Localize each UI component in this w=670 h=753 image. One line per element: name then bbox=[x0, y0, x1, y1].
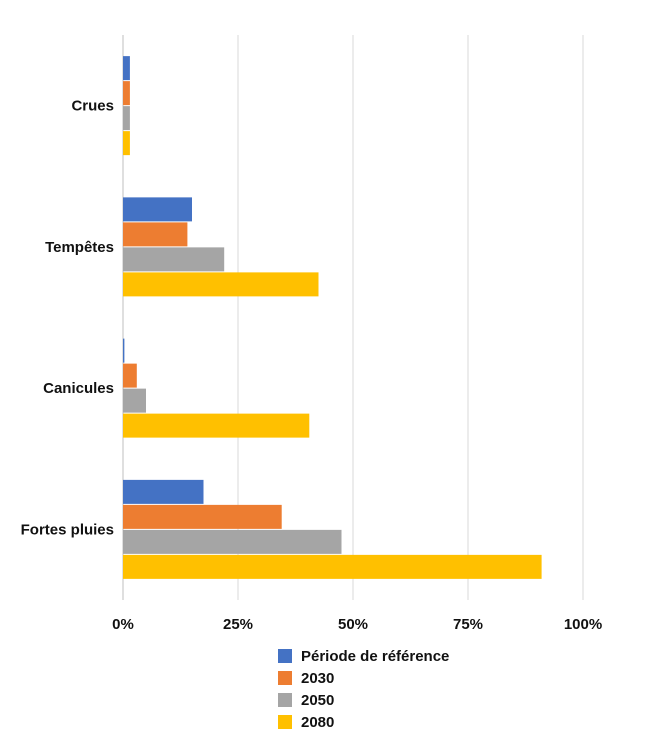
legend-swatch bbox=[278, 715, 292, 729]
bar bbox=[123, 131, 130, 156]
legend-item: 2030 bbox=[278, 667, 449, 689]
x-tick-label: 0% bbox=[112, 616, 134, 633]
bar bbox=[123, 197, 192, 222]
legend-label: 2080 bbox=[301, 713, 335, 731]
legend-swatch bbox=[278, 693, 292, 707]
legend-item: 2050 bbox=[278, 689, 449, 711]
legend-label: Période de référence bbox=[301, 647, 450, 665]
category-label: Tempêtes bbox=[45, 239, 114, 256]
legend-swatch bbox=[278, 649, 292, 663]
legend-label: 2050 bbox=[301, 691, 335, 709]
legend-swatch bbox=[278, 671, 292, 685]
category-label: Crues bbox=[71, 98, 114, 115]
bar bbox=[123, 388, 146, 413]
x-tick-label: 25% bbox=[223, 616, 253, 633]
bar bbox=[123, 272, 319, 297]
bar bbox=[123, 338, 125, 363]
x-tick-label: 100% bbox=[564, 616, 602, 633]
bar bbox=[123, 81, 130, 106]
bar bbox=[123, 56, 130, 81]
bar bbox=[123, 222, 188, 247]
bar bbox=[123, 363, 137, 388]
bar bbox=[123, 247, 225, 272]
legend: Période de référence 2030 2050 2080 bbox=[278, 645, 449, 733]
bar bbox=[123, 106, 130, 131]
category-label: Canicules bbox=[43, 380, 114, 397]
bars bbox=[123, 56, 542, 579]
bar bbox=[123, 413, 310, 438]
legend-item: Période de référence bbox=[278, 645, 449, 667]
bar-chart: 0% 25% 50% 75% 100% Crues Tempêtes Canicules For… bbox=[21, 35, 603, 633]
category-label: Fortes pluies bbox=[21, 521, 114, 538]
labels: 0% 25% 50% 75% 100% Crues Tempêtes Canicules For… bbox=[21, 98, 603, 633]
legend-item: 2080 bbox=[278, 711, 449, 733]
bar bbox=[123, 479, 204, 504]
bar bbox=[123, 504, 282, 529]
bar bbox=[123, 554, 542, 579]
legend-label: 2030 bbox=[301, 669, 335, 687]
x-tick-label: 50% bbox=[338, 616, 368, 633]
x-tick-label: 75% bbox=[453, 616, 483, 633]
bar bbox=[123, 529, 342, 554]
